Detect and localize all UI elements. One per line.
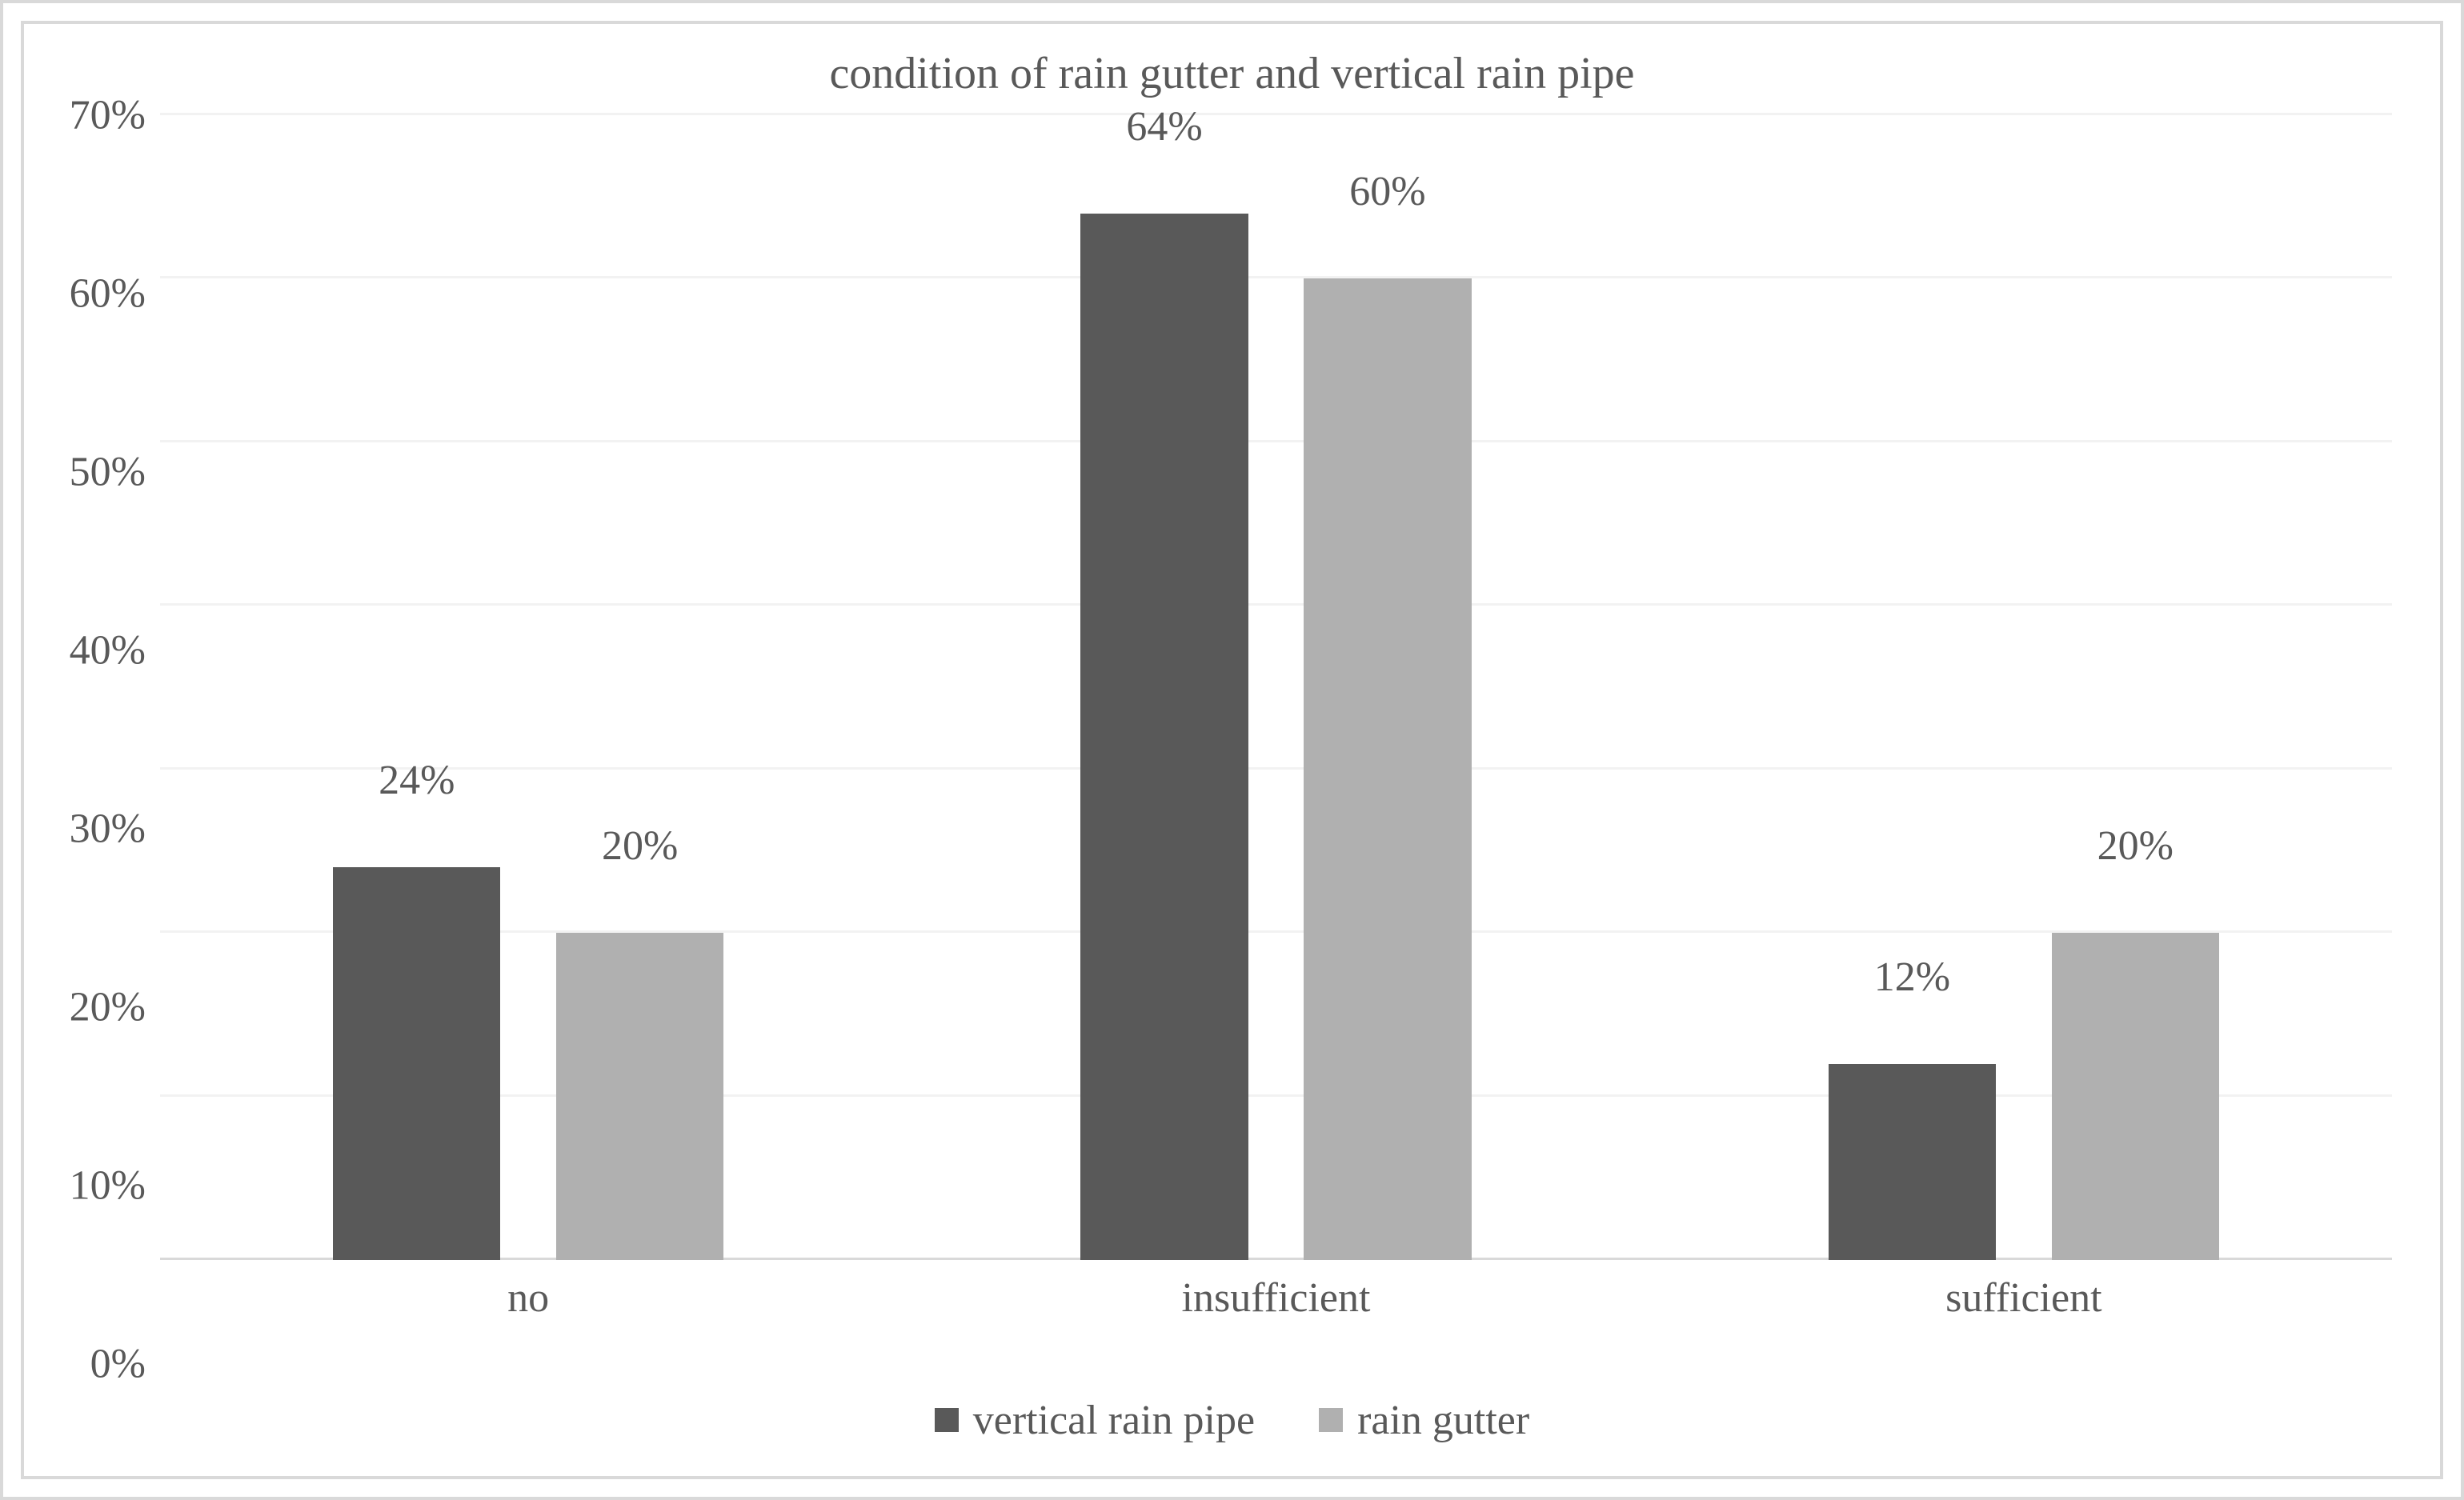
plot-area: 24%20%64%60%12%20% bbox=[160, 115, 2392, 1260]
chart-inner-frame: condition of rain gutter and vertical ra… bbox=[21, 21, 2443, 1479]
bar bbox=[2052, 933, 2219, 1260]
legend-label: vertical rain pipe bbox=[973, 1397, 1255, 1444]
bar-value-label: 24% bbox=[379, 757, 455, 812]
legend-item: rain gutter bbox=[1319, 1397, 1529, 1444]
legend-label: rain gutter bbox=[1357, 1397, 1529, 1444]
legend-swatch bbox=[935, 1408, 959, 1432]
bar-value-label: 60% bbox=[1349, 168, 1425, 223]
bar-value-label: 20% bbox=[602, 822, 678, 878]
x-tick-label: sufficient bbox=[1945, 1274, 2101, 1322]
y-tick-label: 70% bbox=[70, 92, 146, 139]
y-tick-label: 20% bbox=[70, 984, 146, 1031]
legend-swatch bbox=[1319, 1408, 1343, 1432]
y-tick-label: 0% bbox=[90, 1341, 146, 1388]
bar bbox=[556, 933, 723, 1260]
bar bbox=[1304, 278, 1471, 1260]
y-tick-label: 30% bbox=[70, 806, 146, 853]
bar-value-label: 20% bbox=[2097, 822, 2174, 878]
chart-title-area: condition of rain gutter and vertical ra… bbox=[24, 24, 2440, 115]
y-tick-label: 10% bbox=[70, 1162, 146, 1210]
gridline bbox=[160, 440, 2392, 442]
gridline bbox=[160, 767, 2392, 770]
chart-body: 0%10%20%30%40%50%60%70% 24%20%64%60%12%2… bbox=[24, 115, 2440, 1364]
legend-item: vertical rain pipe bbox=[935, 1397, 1255, 1444]
legend: vertical rain pipe rain gutter bbox=[24, 1364, 2440, 1476]
chart-title: condition of rain gutter and vertical ra… bbox=[829, 49, 1634, 98]
gridline bbox=[160, 603, 2392, 606]
x-tick-label: insufficient bbox=[1182, 1274, 1371, 1322]
y-tick-label: 60% bbox=[70, 270, 146, 318]
x-axis: no insufficient sufficient bbox=[160, 1260, 2392, 1364]
chart-outer-frame: condition of rain gutter and vertical ra… bbox=[0, 0, 2464, 1500]
bar-value-label: 64% bbox=[1126, 103, 1202, 158]
bar bbox=[333, 867, 500, 1260]
x-tick-label: no bbox=[507, 1274, 549, 1322]
y-axis: 0%10%20%30%40%50%60%70% bbox=[24, 115, 160, 1364]
y-tick-label: 50% bbox=[70, 449, 146, 496]
plot-column: 24%20%64%60%12%20% noinsufficientsuffici… bbox=[160, 115, 2440, 1364]
bar bbox=[1829, 1064, 1996, 1260]
bar bbox=[1080, 214, 1248, 1260]
y-tick-label: 40% bbox=[70, 627, 146, 674]
bar-value-label: 12% bbox=[1874, 954, 1950, 1009]
gridline bbox=[160, 113, 2392, 115]
gridline bbox=[160, 276, 2392, 278]
